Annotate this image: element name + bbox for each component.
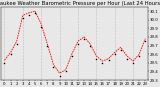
Point	[113, 54, 116, 55]
Point	[144, 41, 147, 42]
Point	[107, 60, 110, 61]
Title: Milwaukee Weather Barometric Pressure per Hour (Last 24 Hours): Milwaukee Weather Barometric Pressure pe…	[0, 1, 160, 6]
Point	[83, 38, 85, 39]
Point	[64, 71, 67, 72]
Point	[22, 17, 24, 19]
Point	[89, 45, 92, 46]
Point	[52, 66, 55, 68]
Point	[95, 58, 98, 59]
Point	[77, 43, 79, 45]
Point	[9, 54, 12, 55]
Point	[71, 55, 73, 57]
Point	[101, 62, 104, 64]
Point	[3, 62, 6, 64]
Point	[126, 58, 128, 59]
Point	[138, 55, 140, 57]
Point	[132, 62, 134, 64]
Point	[120, 49, 122, 51]
Point	[58, 75, 61, 76]
Point	[40, 26, 42, 27]
Point	[46, 45, 49, 46]
Point	[15, 43, 18, 45]
Point	[34, 12, 36, 13]
Point	[28, 14, 30, 15]
